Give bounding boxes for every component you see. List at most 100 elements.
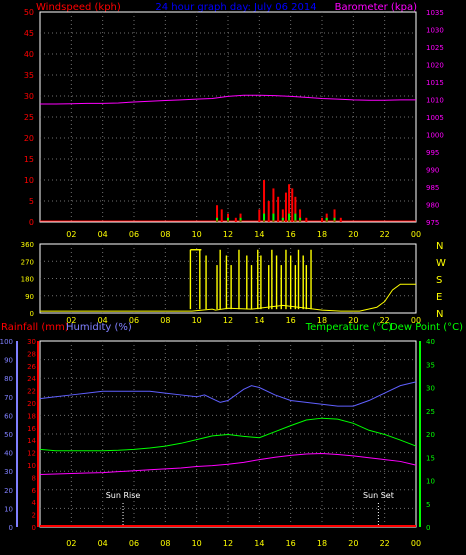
barometer-tick-label: 990 [426, 167, 439, 175]
wind-gust-bar [321, 217, 323, 222]
x-tick-label: 06 [129, 316, 139, 325]
wind-avg-bar [299, 217, 302, 222]
barometer-tick-label: 985 [426, 184, 439, 192]
windspeed-tick-label: 50 [24, 8, 34, 17]
rain-tick-label: 18 [27, 412, 36, 420]
direction-tick-label: 270 [21, 258, 34, 266]
barometer-tick-label: 1015 [426, 79, 444, 87]
wind-avg-bar [281, 217, 284, 222]
x-tick-label: 02 [66, 316, 76, 325]
sunset-label: Sun Set [363, 491, 394, 500]
temperature-tick-label: 30 [426, 385, 435, 393]
humidity-tick-label: 20 [4, 487, 13, 495]
wind-avg-bar [325, 217, 328, 222]
x-tick-label: 16 [286, 539, 296, 548]
humidity-tick-label: 30 [4, 468, 13, 476]
x-tick-label: 08 [160, 316, 170, 325]
windspeed-tick-label: 10 [24, 176, 34, 185]
rain-tick-label: 8 [32, 474, 36, 482]
wind-gust-bar [281, 209, 284, 222]
wind-gust-bar [305, 217, 308, 222]
temperature-axis-title: Temperature (°C) [305, 322, 392, 333]
compass-letter: N [436, 241, 443, 252]
temperature-tick-label: 40 [426, 338, 435, 346]
wind-gust-bar [263, 180, 266, 222]
temperature-tick-label: 5 [426, 501, 430, 509]
x-tick-label: 22 [380, 316, 390, 325]
x-tick-label: 08 [160, 539, 170, 548]
wind-avg-bar [239, 217, 242, 222]
wind-gust-bar [288, 184, 291, 222]
x-tick-label: 12 [223, 316, 233, 325]
barometer-tick-label: 1010 [426, 97, 444, 105]
wind-gust-bar [272, 188, 275, 222]
wind-gust-bar [333, 209, 336, 222]
barometer-tick-label: 1020 [426, 62, 444, 70]
temperature-tick-label: 25 [426, 408, 435, 416]
barometer-tick-label: 975 [426, 219, 439, 227]
x-tick-label: 00 [411, 539, 421, 548]
x-tick-label: 16 [286, 230, 296, 239]
direction-tick-label: 90 [25, 293, 34, 301]
temperature-tick-label: 35 [426, 361, 435, 369]
graph-title: 24 hour graph day: July 06 2014 [155, 2, 316, 13]
x-tick-label: 22 [380, 230, 390, 239]
humidity-temperature-panel: 0102030405060708090100024681012141618202… [0, 338, 435, 548]
x-tick-label: 18 [317, 539, 327, 548]
temperature-tick-label: 10 [426, 478, 435, 486]
x-tick-label: 06 [129, 539, 139, 548]
windspeed-tick-label: 45 [24, 29, 34, 38]
wind-gust-bar [291, 188, 294, 222]
compass-letter: S [436, 275, 442, 286]
humidity-tick-label: 40 [4, 450, 13, 458]
barometer-tick-label: 1000 [426, 132, 444, 140]
windspeed-axis-title: Windspeed (kph) [36, 2, 121, 13]
x-tick-label: 04 [98, 539, 108, 548]
x-tick-label: 10 [192, 539, 202, 548]
humidity-tick-label: 70 [4, 394, 13, 402]
wind-avg-bar [227, 217, 229, 222]
humidity-tick-label: 80 [4, 375, 13, 383]
wind-gust-bar [339, 217, 342, 222]
sunrise-label: Sun Rise [106, 491, 141, 500]
x-tick-label: 14 [254, 230, 264, 239]
x-tick-label: 16 [286, 316, 296, 325]
temperature-tick-label: 15 [426, 454, 435, 462]
windspeed-tick-label: 0 [29, 218, 34, 227]
windspeed-tick-label: 30 [24, 92, 34, 101]
direction-tick-label: 360 [21, 241, 34, 249]
wind-avg-bar [263, 213, 266, 222]
windspeed-tick-label: 5 [29, 197, 34, 206]
wind-gust-bar [220, 209, 223, 222]
windspeed-tick-label: 35 [24, 71, 34, 80]
x-tick-label: 20 [348, 539, 358, 548]
humidity-tick-label: 50 [4, 431, 13, 439]
x-tick-label: 22 [380, 539, 390, 548]
x-tick-label: 12 [223, 539, 233, 548]
dewpoint-axis-title: Dew Point (°C) [390, 322, 463, 333]
x-tick-label: 02 [66, 230, 76, 239]
x-tick-label: 08 [160, 230, 170, 239]
x-tick-label: 18 [317, 316, 327, 325]
humidity-line [39, 381, 417, 407]
wind-gust-bar [277, 196, 280, 222]
wind-avg-bar [288, 213, 291, 222]
wind-gust-bar [216, 205, 219, 222]
wind-gust-bar [234, 217, 237, 222]
x-tick-label: 00 [411, 230, 421, 239]
compass-letter: N [436, 309, 443, 320]
temperature-tick-label: 0 [426, 524, 430, 532]
rain-tick-label: 20 [27, 400, 36, 408]
compass-letter: W [436, 258, 446, 269]
x-tick-label: 20 [348, 316, 358, 325]
x-tick-label: 10 [192, 316, 202, 325]
rain-tick-label: 4 [32, 499, 37, 507]
x-tick-label: 14 [254, 539, 264, 548]
rain-tick-label: 28 [27, 350, 36, 358]
wind-avg-bar [333, 217, 336, 222]
x-tick-label: 04 [98, 230, 108, 239]
rain-tick-label: 16 [27, 425, 36, 433]
x-tick-label: 20 [348, 230, 358, 239]
barometer-tick-label: 1005 [426, 114, 444, 122]
x-tick-label: 14 [254, 316, 264, 325]
